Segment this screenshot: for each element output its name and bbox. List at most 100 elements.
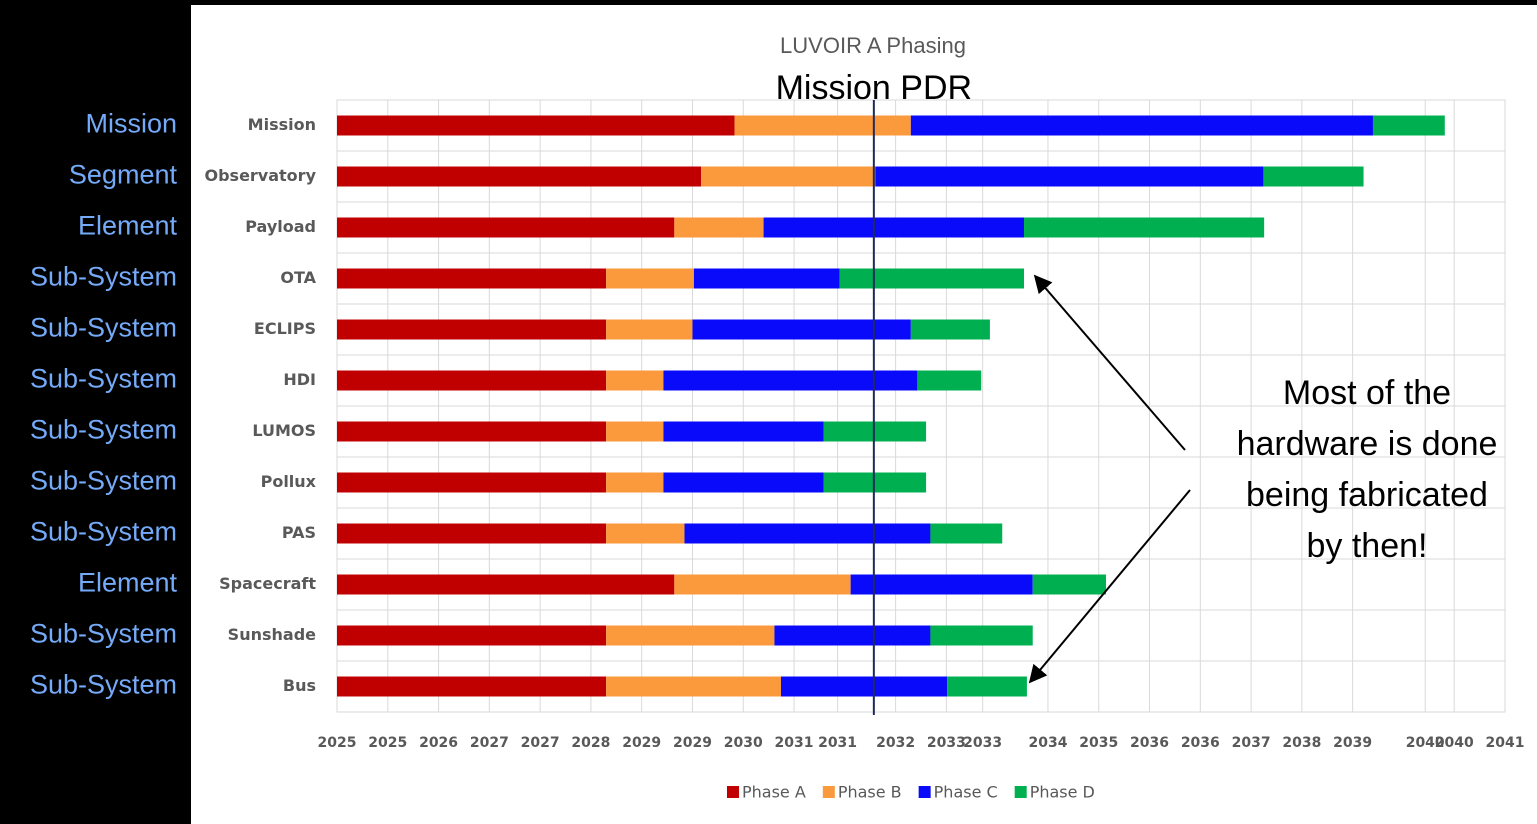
bar-segment [910,115,1373,136]
x-tick-label: 2030 [724,735,763,751]
bar-segment [337,574,675,595]
bar-segment [337,115,735,136]
x-tick-label: 2039 [1333,735,1372,751]
bar-segment [663,472,824,493]
y-tick-label: Pollux [261,472,317,491]
bar-segment [337,421,607,442]
bar-segment [674,574,851,595]
bar-segment [850,574,1033,595]
level-label: Sub-System [30,517,177,547]
bar-segment [606,523,685,544]
x-tick-label: 2025 [318,735,357,751]
x-tick-label: 2036 [1181,735,1220,751]
bar-segment [910,319,990,340]
y-tick-label: Sunshade [228,625,316,644]
bar-segment [606,319,693,340]
bar-segment [337,268,607,289]
bar-segment [663,421,824,442]
bar-segment [606,472,664,493]
x-tick-label: 2032 [876,735,915,751]
bar-segment [606,676,781,697]
level-label: Sub-System [30,415,177,445]
bar-segment [823,421,927,442]
legend-label: Phase A [742,783,806,802]
bar-segment [1372,115,1445,136]
marker-label: Mission PDR [776,69,972,107]
y-tick-label: Spacecraft [219,574,316,593]
level-label: Element [78,568,178,598]
bar-segment [1032,574,1106,595]
annotation-arrow [1028,489,1191,684]
legend-label: Phase C [934,783,998,802]
bar-segment [606,421,664,442]
x-tick-label: 2026 [419,735,458,751]
x-tick-label: 2027 [470,735,509,751]
level-label: Element [78,211,178,241]
x-tick-label: 2031 [775,735,814,751]
legend-swatch [727,786,739,798]
x-tick-label: 2037 [1232,735,1271,751]
level-label: Sub-System [30,262,177,292]
bar-segment [1263,166,1364,187]
annotation: by then! [1307,527,1428,565]
bar-segment [337,319,607,340]
bar-segment [930,625,1033,646]
bar-segment [693,268,840,289]
x-tick-label: 2033 [963,735,1002,751]
annotation-arrow [1033,274,1186,451]
legend-swatch [1014,786,1027,798]
bar-segment [930,523,1003,544]
bar-segment [839,268,1025,289]
bar-segment [1024,217,1265,238]
bar-segment [692,319,911,340]
level-label: Sub-System [30,619,177,649]
x-tick-label: 2033 [927,735,966,751]
bar-segment [763,217,1025,238]
x-tick-label: 2031 [818,735,857,751]
legend-label: Phase B [838,783,902,802]
y-tick-label: Observatory [204,166,316,185]
bar-segment [774,625,931,646]
y-tick-label: PAS [282,523,316,542]
bar-segment [947,676,1027,697]
bar-segment [674,217,764,238]
x-tick-label: 2034 [1028,735,1067,751]
level-label: Sub-System [30,466,177,496]
x-tick-label: 2035 [1079,735,1118,751]
x-tick-label: 2029 [673,735,712,751]
y-tick-label: Bus [283,676,316,695]
x-tick-label: 2036 [1130,735,1169,751]
legend-label: Phase D [1030,783,1095,802]
x-tick-label: 2025 [368,735,407,751]
x-tick-label: 2027 [521,735,560,751]
level-label: Sub-System [30,670,177,700]
y-tick-label: ECLIPS [254,319,316,338]
level-label: Sub-System [30,364,177,394]
x-tick-label: 2041 [1486,735,1525,751]
bar-segment [337,370,607,391]
bar-segment [917,370,982,391]
y-tick-label: OTA [280,268,316,287]
bar-segment [606,625,775,646]
bar-segment [875,166,1264,187]
bar-segment [337,166,702,187]
bar-segment [337,676,607,697]
legend-swatch [918,786,931,798]
bar-segment [701,166,876,187]
bar-segment [684,523,931,544]
x-tick-label: 2028 [571,735,610,751]
y-tick-label: HDI [283,370,316,389]
level-label: Sub-System [30,313,177,343]
bar-segment [734,115,911,136]
bar-segment [823,472,927,493]
bar-segment [606,268,694,289]
bar-segment [337,523,607,544]
x-tick-label: 2040 [1435,735,1474,751]
level-label: Segment [69,160,178,190]
x-tick-label: 2040 [1406,735,1445,751]
y-tick-label: Payload [245,217,316,236]
bar-segment [337,472,607,493]
annotation: being fabricated [1246,476,1488,514]
annotation: hardware is done [1237,425,1498,463]
